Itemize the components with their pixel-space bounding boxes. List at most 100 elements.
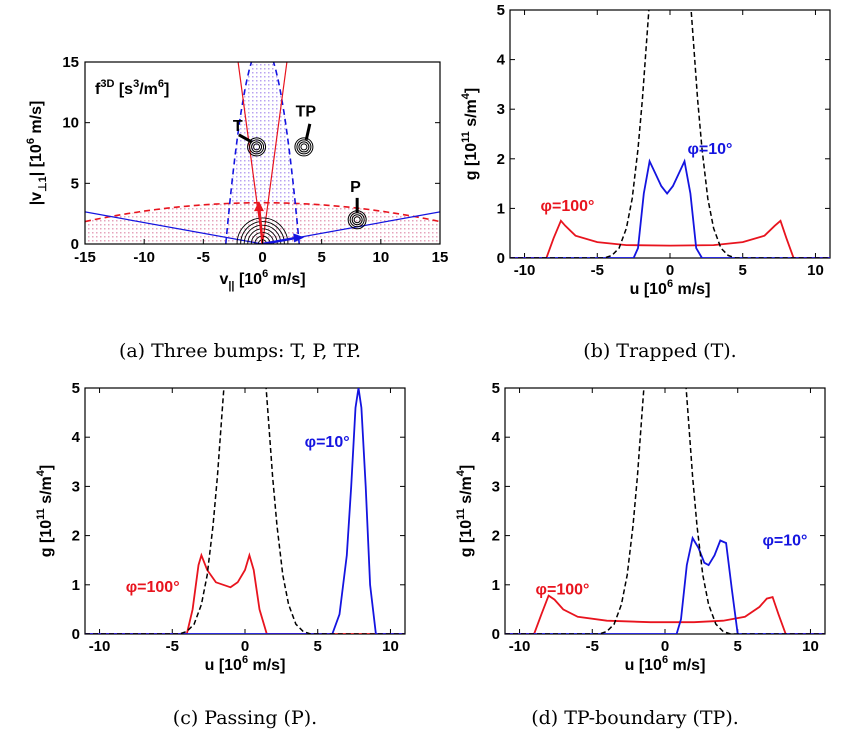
x-tick-label: 10 bbox=[382, 638, 399, 655]
x-tick-label: 0 bbox=[241, 638, 249, 655]
y-tick-label: 5 bbox=[72, 380, 80, 397]
label-TP: TP bbox=[296, 104, 317, 121]
y-tick-label: 0 bbox=[497, 250, 505, 267]
x-tick-label: -10 bbox=[514, 262, 536, 279]
label-T: T bbox=[233, 118, 243, 135]
y-tick-label: 3 bbox=[497, 101, 505, 118]
series-reference-dashed bbox=[85, 388, 405, 634]
label-phi-10: φ=10° bbox=[762, 532, 807, 549]
x-tick-label: 5 bbox=[317, 249, 325, 266]
y-tick-label: 2 bbox=[72, 528, 80, 545]
caption-b: (b) Trapped (T). bbox=[583, 340, 736, 362]
bump-contour bbox=[351, 214, 363, 226]
y-tick-label: 4 bbox=[497, 52, 506, 69]
series-phi-10 bbox=[510, 158, 830, 258]
y-axis-label: g [1011 s/m4] bbox=[460, 88, 480, 180]
x-tick-label: 10 bbox=[807, 262, 824, 279]
series-phi-100 bbox=[510, 219, 830, 258]
series-reference-dashed bbox=[505, 388, 825, 634]
x-tick-label: -5 bbox=[197, 249, 210, 266]
x-axis-label: u [106 m/s] bbox=[630, 278, 711, 298]
bump-contour bbox=[300, 143, 308, 151]
y-axis-label: g [1011 s/m4] bbox=[35, 465, 55, 557]
bump-contour bbox=[296, 139, 312, 155]
bump-contour bbox=[247, 137, 267, 157]
red-cone-line-right bbox=[261, 62, 288, 244]
y-tick-label: 5 bbox=[497, 2, 505, 19]
x-tick-label: -15 bbox=[74, 249, 96, 266]
y-tick-label: 0 bbox=[492, 626, 500, 643]
caption-c: (c) Passing (P). bbox=[173, 707, 317, 729]
caption-d: (d) TP-boundary (TP). bbox=[531, 707, 739, 729]
x-tick-label: 5 bbox=[739, 262, 747, 279]
x-tick-label: 5 bbox=[314, 638, 322, 655]
y-tick-label: 4 bbox=[72, 429, 81, 446]
x-tick-label: 15 bbox=[432, 249, 449, 266]
y-tick-label: 15 bbox=[62, 54, 79, 71]
y-tick-label: 0 bbox=[71, 236, 79, 253]
label-phi-10: φ=10° bbox=[305, 434, 350, 451]
red-arrow-head bbox=[253, 201, 264, 212]
label-P: P bbox=[350, 179, 361, 196]
x-tick-label: -10 bbox=[509, 638, 531, 655]
y-tick-label: 3 bbox=[492, 478, 500, 495]
y-tick-label: 2 bbox=[497, 151, 505, 168]
caption-a: (a) Three bumps: T, P, TP. bbox=[119, 340, 361, 362]
blue-arrow-head bbox=[293, 233, 305, 243]
contour-origin bbox=[236, 217, 289, 244]
x-tick-label: -10 bbox=[133, 249, 155, 266]
panel-c-passing: (c) Passing (P). -10 -5 0 5 10 0 1 2 3 4 5 u [106 m… bbox=[35, 380, 406, 729]
y-axis-label: g [1011 s/m4] bbox=[455, 465, 475, 557]
blue-arrow-shaft bbox=[262, 236, 300, 244]
series-phi-100 bbox=[85, 552, 405, 634]
trapped-boundary-right bbox=[272, 62, 300, 244]
panel-a-plot-area bbox=[85, 62, 440, 244]
x-tick-label: -5 bbox=[586, 638, 599, 655]
passing-boundary-dashed bbox=[85, 201, 440, 223]
y-axis-label-a: |v⊥1| [106 m/s] bbox=[25, 101, 49, 206]
x-axis-label: u [106 m/s] bbox=[205, 654, 286, 674]
series-phi-100 bbox=[505, 594, 825, 634]
y-tick-label: 1 bbox=[492, 577, 500, 594]
pointer-TP bbox=[304, 123, 312, 140]
series-phi-10 bbox=[505, 535, 825, 634]
panel-b-trapped: (b) Trapped (T). -10 -5 0 5 10 0 1 2 3 4 5 u [106 m… bbox=[460, 2, 831, 362]
axes-frame-b bbox=[509, 9, 831, 259]
x-tick-label: 0 bbox=[258, 249, 266, 266]
axes-frame-c bbox=[84, 387, 406, 635]
distribution-annotation: f3D [s3/m6] bbox=[95, 78, 169, 98]
contour-origin bbox=[240, 221, 285, 244]
x-tick-label: -5 bbox=[166, 638, 179, 655]
bump-contour bbox=[249, 139, 265, 155]
y-tick-label: 3 bbox=[72, 478, 80, 495]
contour-origin bbox=[243, 224, 282, 244]
series-phi-10 bbox=[85, 388, 405, 634]
label-phi-10: φ=10° bbox=[687, 141, 732, 158]
bump-contour bbox=[294, 137, 314, 157]
bump-contour bbox=[349, 212, 365, 228]
y-tick-label: 10 bbox=[62, 115, 79, 132]
label-phi-100: φ=100° bbox=[541, 198, 595, 215]
label-phi-100: φ=100° bbox=[126, 579, 180, 596]
y-tick-label: 5 bbox=[71, 175, 79, 192]
x-axis-label-a: v|| [106 m/s] bbox=[219, 268, 305, 292]
blue-cone-line-left bbox=[85, 211, 263, 244]
contour-origin bbox=[247, 228, 278, 244]
bump-contour bbox=[253, 143, 261, 151]
panel-d-tp-boundary: (d) TP-boundary (TP). -10 -5 0 5 10 0 1 2 3 4 5 u [… bbox=[455, 380, 826, 729]
x-tick-label: 0 bbox=[666, 262, 674, 279]
y-tick-label: 4 bbox=[492, 429, 501, 446]
series-reference-dashed bbox=[510, 10, 830, 258]
x-tick-label: 10 bbox=[372, 249, 389, 266]
x-tick-label: 0 bbox=[661, 638, 669, 655]
bump-contour bbox=[298, 141, 310, 153]
bump-contour bbox=[353, 216, 361, 224]
y-tick-label: 5 bbox=[492, 380, 500, 397]
trapped-boundary-left bbox=[225, 62, 253, 244]
pointer-T bbox=[238, 133, 253, 144]
x-tick-label: -5 bbox=[591, 262, 604, 279]
x-tick-label: -10 bbox=[89, 638, 111, 655]
red-arrow-shaft bbox=[257, 205, 264, 244]
